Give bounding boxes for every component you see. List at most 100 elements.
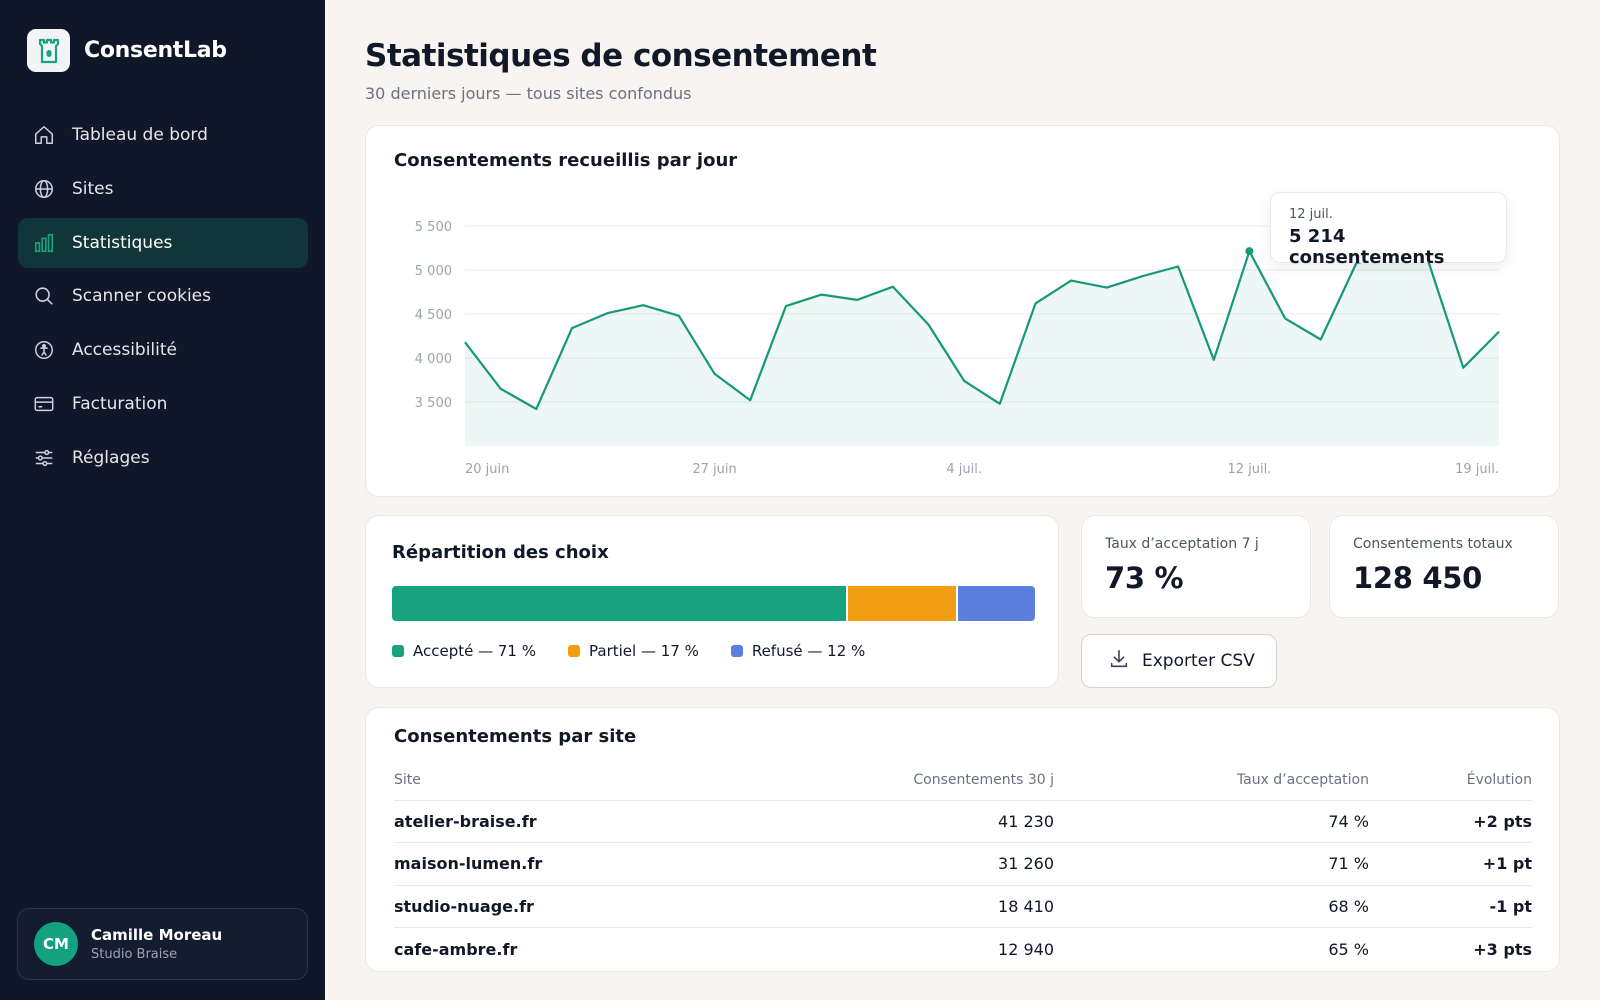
sidebar-item-label: Accessibilité (72, 340, 178, 361)
sidebar-item-cookie-scanner[interactable]: Scanner cookies (18, 271, 308, 321)
export-csv-button[interactable]: Exporter CSV (1081, 634, 1277, 688)
cell-acceptance: 74 % (1054, 800, 1369, 843)
y-tick-label: 5 000 (415, 264, 452, 279)
avatar: CM (34, 922, 78, 966)
consents-by-site-card: Consentements par site Site Consentement… (365, 707, 1560, 972)
y-tick-label: 4 500 (415, 308, 452, 323)
consents-by-site-table: Site Consentements 30 j Taux d’acceptati… (394, 760, 1532, 970)
segment-partial (847, 586, 957, 621)
kpi-value: 73 % (1105, 561, 1184, 595)
cell-evolution: +2 pts (1369, 800, 1532, 843)
sidebar-item-accessibility[interactable]: Accessibilité (18, 325, 308, 375)
cell-site: cafe-ambre.fr (394, 939, 518, 959)
table-row[interactable]: atelier-braise.fr 41 230 74 % +2 pts (394, 800, 1532, 843)
cell-acceptance: 65 % (1328, 939, 1369, 959)
cell-evolution: +1 pt (1369, 842, 1532, 886)
cell-consents: 12 940 (998, 939, 1054, 959)
page-subtitle: 30 derniers jours — tous sites confondus (365, 84, 692, 103)
series-line (464, 250, 1500, 411)
legend-item-accepted: Accepté — 71 % (392, 642, 536, 660)
table-row[interactable]: cafe-ambre.fr 12 940 65 % +3 pts (394, 928, 1532, 971)
sidebar-item-billing[interactable]: Facturation (18, 379, 308, 429)
legend-swatch (392, 645, 404, 657)
legend-label: Refusé — 12 % (751, 642, 866, 660)
page-title: Statistiques de consentement (365, 38, 877, 74)
cell-site: atelier-braise.fr (394, 800, 724, 843)
series-area (465, 251, 1499, 446)
user-name: Camille Moreau (91, 926, 223, 944)
kpi-total-consents: Consentements totaux 128 450 (1329, 515, 1559, 618)
cell-consents: 18 410 (724, 885, 1054, 928)
daily-consents-chart-card: 5 500 5 000 4 500 4 000 3 500 20 juin 27 juin 4… (365, 125, 1560, 497)
legend-item-partial: Partiel — 17 % (568, 642, 699, 660)
legend-swatch (568, 645, 580, 657)
segment-refused (958, 586, 1035, 621)
sidebar-nav: Tableau de bord Sites Statistiques Scann… (18, 110, 308, 487)
daily-consents-chart: 5 500 5 000 4 500 4 000 3 500 20 juin 27 juin 4… (415, 220, 1500, 477)
user-organization: Studio Braise (91, 947, 178, 962)
sidebar-item-label: Tableau de bord (72, 125, 208, 145)
legend-label: Accepté — 71 % (413, 642, 536, 660)
sidebar-item-label: Scanner cookies (72, 286, 211, 307)
y-tick-label: 3 500 (415, 396, 452, 411)
castle-logo-icon (27, 29, 70, 72)
kpi-acceptance-rate: Taux d’acceptation 7 j 73 % (1081, 515, 1311, 618)
sidebar-item-label: Sites (72, 178, 114, 199)
kpi-label: Consentements totaux (1353, 536, 1513, 552)
tooltip-date: 12 juil. (1289, 207, 1333, 222)
home-icon (32, 123, 56, 147)
sidebar-item-sites[interactable]: Sites (18, 164, 308, 214)
choice-distribution-card: Répartition des choix Accepté — 71 % Par… (365, 515, 1059, 688)
column-header-acceptance[interactable]: Taux d’acceptation (1054, 760, 1369, 801)
user-card[interactable]: CM Camille Moreau Studio Braise (17, 908, 308, 980)
cell-site: maison-lumen.fr (394, 842, 724, 886)
table-row[interactable]: maison-lumen.fr 31 260 71 % +1 pt (394, 842, 1532, 886)
cell-consents: 31 260 (724, 842, 1054, 886)
cell-site: studio-nuage.fr (394, 885, 724, 928)
credit-card-icon (32, 392, 56, 416)
sidebar-item-label: Statistiques (72, 232, 173, 253)
y-tick-label: 5 500 (415, 220, 452, 235)
app-name: ConsentLab (84, 38, 227, 63)
download-icon (1108, 648, 1130, 675)
cell-evolution: +3 pts (1473, 939, 1532, 959)
distribution-legend: Accepté — 71 % Partiel — 17 % Refusé — 1… (392, 642, 897, 660)
table-row[interactable]: studio-nuage.fr 18 410 68 % -1 pt (394, 885, 1532, 928)
table-header-row: Site Consentements 30 j Taux d’acceptati… (394, 760, 1532, 801)
column-header-evolution[interactable]: Évolution (1369, 760, 1532, 801)
sidebar-item-settings[interactable]: Réglages (18, 433, 308, 483)
legend-label: Partiel — 17 % (589, 642, 699, 660)
x-tick-label: 20 juin (465, 462, 509, 477)
search-icon (32, 284, 56, 308)
column-header-site[interactable]: Site (394, 760, 724, 801)
kpi-value: 128 450 (1353, 561, 1483, 595)
table-title: Consentements par site (394, 726, 637, 747)
bar-chart-icon (32, 231, 56, 255)
accessibility-icon (32, 338, 56, 362)
x-tick-label: 19 juil. (1455, 462, 1499, 477)
y-tick-label: 4 000 (415, 352, 452, 367)
export-csv-label: Exporter CSV (1142, 651, 1255, 671)
x-tick-label: 12 juil. (1227, 462, 1271, 477)
legend-swatch (730, 645, 743, 657)
sidebar-item-label: Facturation (72, 393, 168, 414)
distribution-stacked-bar (392, 586, 1035, 621)
distribution-title: Répartition des choix (392, 542, 609, 563)
x-tick-label: 27 juin (692, 462, 736, 477)
cell-acceptance: 71 % (1054, 842, 1369, 886)
sliders-icon (32, 446, 56, 470)
brand[interactable]: ConsentLab (27, 29, 227, 72)
segment-accepted (392, 586, 846, 621)
sidebar-item-statistics[interactable]: Statistiques (18, 217, 308, 268)
data-point (1245, 247, 1254, 256)
sidebar: ConsentLab Tableau de bord Sites Statist… (0, 0, 325, 1000)
legend-item-refused: Refusé — 12 % (730, 642, 866, 660)
kpi-label: Taux d’acceptation 7 j (1105, 536, 1259, 552)
sidebar-item-dashboard[interactable]: Tableau de bord (18, 110, 308, 160)
globe-icon (32, 177, 56, 201)
tooltip-value: 5 214 consentements (1289, 226, 1445, 268)
column-header-consents[interactable]: Consentements 30 j (724, 760, 1054, 801)
cell-consents: 41 230 (724, 800, 1054, 843)
chart-tooltip: 12 juil. 5 214 consentements (1270, 192, 1507, 268)
cell-evolution: -1 pt (1369, 885, 1532, 928)
